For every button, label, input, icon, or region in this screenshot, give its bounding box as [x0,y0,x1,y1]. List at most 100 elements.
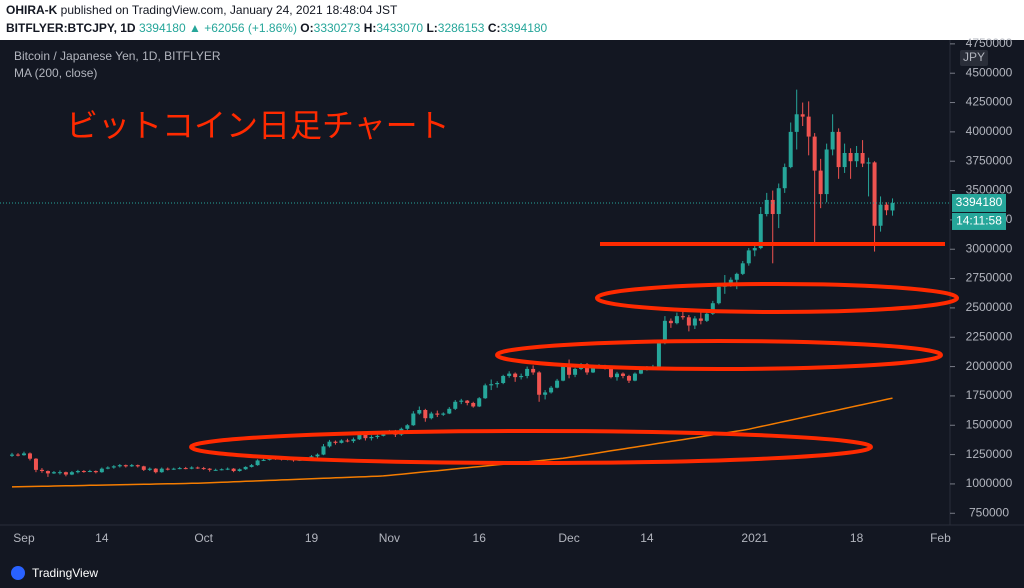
candle-body [459,400,464,402]
candle-body [543,392,548,395]
candle-body [243,466,248,470]
close-value: 3394180 [501,21,548,35]
header-line: OHIRA-K published on TradingView.com, Ja… [6,3,398,17]
candle-body [692,318,697,326]
y-tick-label: 3000000 [966,241,1013,255]
candle-body [830,131,835,150]
candle-body [33,458,38,470]
candle-body [447,408,452,414]
candle-body [363,434,368,439]
candle-body [531,368,536,373]
candle-body [111,466,116,468]
candle-body [824,149,829,195]
candle-body [87,471,92,473]
candle-body [734,273,739,280]
candle-body [237,469,242,472]
y-tick-label: 3500000 [966,183,1013,197]
currency: JPY [963,50,985,64]
chart-title: Bitcoin / Japanese Yen, 1D, BITFLYER [14,49,221,63]
candle-body [321,446,326,455]
change: ▲ +62056 (+1.86%) [189,21,297,35]
candle-body [878,204,883,226]
symbol: BITFLYER:BTCJPY, 1D [6,21,136,35]
candle-body [585,364,590,373]
candle-body [15,454,20,456]
y-tick-label: 1250000 [966,447,1013,461]
candle-body [812,136,817,171]
annotation-shapes [189,242,959,465]
header-bg [0,0,1024,40]
candle-body [10,454,14,456]
candle-body [177,468,182,470]
x-tick-label: 19 [305,531,319,545]
candle-body [63,472,68,475]
candle-body [159,468,164,473]
candle-body [255,460,260,466]
candle-body [555,380,560,388]
candle-body [189,467,194,469]
symbol-line: BITFLYER:BTCJPY, 1D 3394180 ▲ +62056 (+1… [6,21,548,35]
candle-body [489,384,494,386]
candle-body [519,375,524,378]
candle-body [573,368,578,375]
candle-body [854,153,859,162]
candle-body [327,441,332,447]
candle-body [860,153,865,164]
highlight-ellipse [495,339,943,371]
author: OHIRA-K [6,3,58,17]
candle-body [201,468,206,470]
candle-body [261,459,266,461]
candle-body [141,466,146,470]
candle-body [441,413,446,415]
candle-body [752,248,757,251]
candle-body [704,313,709,321]
candle-body [656,343,661,367]
candle-body [165,468,170,470]
candle-body [69,472,74,475]
y-tick-label: 1000000 [966,476,1013,490]
candle-body [764,199,769,215]
candle-body [794,114,799,132]
legend-entry: MA (200, close) [14,66,97,80]
candle-body [411,413,416,426]
candle-body [668,320,673,324]
candle-body [609,367,613,378]
candle-body [740,263,745,274]
footer: TradingView [11,566,98,580]
last-price: 3394180 [139,21,186,35]
candle-body [632,373,637,381]
candle-body [662,320,667,344]
candle-body [674,316,679,324]
candle-body [818,170,823,195]
x-tick-label: 14 [640,531,654,545]
plot-bg [0,40,1024,588]
y-tick-label: 4750000 [966,36,1013,50]
candle-body [117,465,122,467]
x-tick-label: 16 [473,531,487,545]
x-tick-label: 14 [95,531,109,545]
y-tick-label: 4250000 [966,95,1013,109]
candle-body [549,387,554,393]
candle-body [710,303,715,314]
candle-body [501,375,506,384]
open-label: O: [300,21,313,35]
candle-body [171,468,176,470]
candle-body [213,469,218,471]
candle-body [249,465,254,467]
y-tick-label: 750000 [969,505,1009,519]
candle-body [45,471,50,474]
candle-body [483,385,488,399]
y-tick-label: 2000000 [966,359,1013,373]
candle-body [357,434,362,440]
candle-body [728,279,733,285]
candle-body [231,468,236,472]
candle-body [890,202,895,211]
candle-body [123,465,128,467]
candle-body [507,373,512,376]
candle-body [848,153,853,162]
candle-body [375,435,380,437]
logo [11,566,25,580]
candle-body [477,398,482,407]
candle-body [81,471,86,473]
currency-box [960,50,988,66]
